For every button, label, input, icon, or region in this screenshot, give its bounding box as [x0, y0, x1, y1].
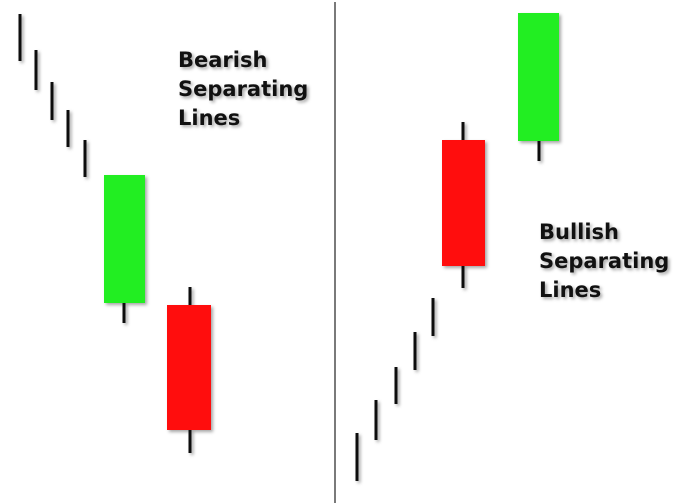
bullish-red-candle — [442, 122, 485, 288]
bullish-label-line-3: Lines — [539, 278, 602, 302]
bullish-trend-wicks — [355, 298, 435, 481]
bullish-green-candle-body — [518, 13, 559, 141]
bullish-label-line-1: Bullish — [539, 220, 620, 244]
bullish-red-candle-body — [442, 140, 485, 266]
bearish-green-candle-body — [104, 175, 145, 303]
bearish-green-candle — [104, 175, 145, 323]
bearish-label-line-3: Lines — [178, 106, 241, 130]
bearish-red-candle — [167, 287, 211, 453]
bullish-separating-lines-label: Bullish Separating Lines — [539, 218, 669, 305]
bullish-green-candle — [518, 13, 559, 161]
bullish-label-line-2: Separating — [539, 249, 670, 273]
bearish-label-line-1: Bearish — [178, 48, 268, 72]
bearish-label-line-2: Separating — [178, 77, 309, 101]
bearish-separating-lines-label: Bearish Separating Lines — [178, 46, 308, 133]
bearish-trend-wicks — [18, 14, 87, 177]
bearish-red-candle-body — [167, 305, 211, 430]
